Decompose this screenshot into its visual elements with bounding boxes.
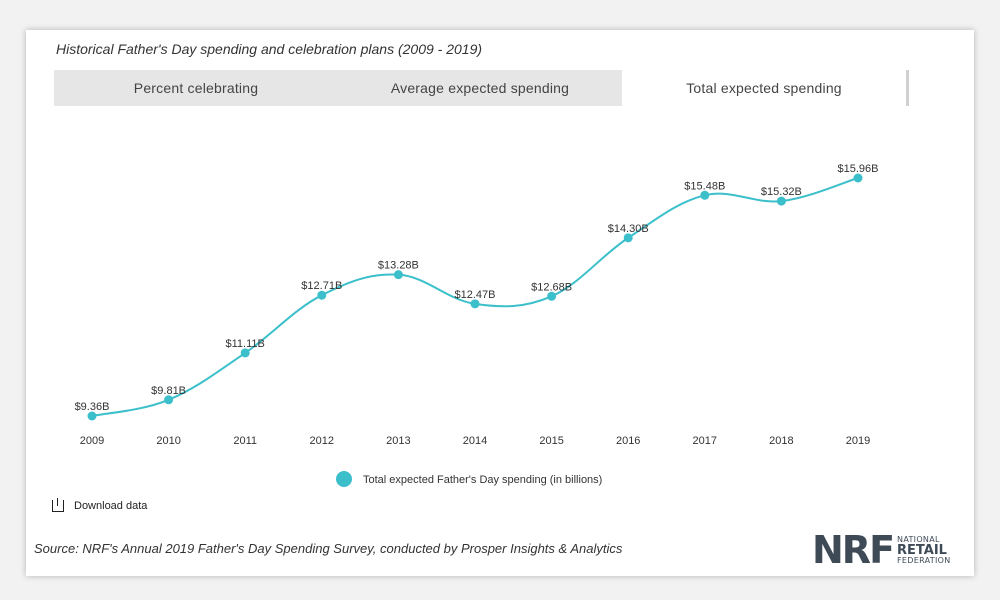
download-icon: [52, 498, 64, 512]
data-point: [87, 411, 97, 421]
data-point: [164, 395, 174, 405]
x-tick-label: 2014: [463, 435, 487, 447]
x-tick-label: 2011: [233, 435, 257, 447]
x-tick-label: 2016: [616, 435, 640, 447]
data-point: [853, 173, 863, 183]
logo-line-1: NATIONAL: [897, 534, 940, 544]
tab-total-expected-spending[interactable]: Total expected spending: [622, 70, 906, 106]
data-label: $11.11B: [226, 338, 265, 350]
logo-text: NATIONAL RETAIL FEDERATION: [897, 534, 951, 565]
logo-mark: NRF: [812, 528, 895, 572]
legend-marker: [336, 471, 352, 487]
data-label: $15.32B: [761, 186, 802, 198]
data-point: [317, 290, 327, 300]
logo-line-2: RETAIL: [897, 542, 947, 558]
x-tick-label: 2010: [156, 435, 180, 447]
x-tick-label: 2015: [539, 435, 563, 447]
source-note: Source: NRF's Annual 2019 Father's Day S…: [34, 541, 623, 556]
tab-bar: Percent celebrating Average expected spe…: [54, 70, 909, 106]
data-label: $13.28B: [378, 260, 419, 272]
data-point: [393, 270, 403, 280]
download-data-button[interactable]: Download data: [52, 498, 148, 512]
data-label: $15.48B: [684, 180, 725, 192]
data-label: $9.36B: [75, 401, 110, 413]
x-tick-label: 2017: [693, 435, 717, 447]
data-point: [240, 348, 250, 358]
line-chart: $9.36B 2009 $9.81B 2010 $11.11B 2011 $12.71B 20…: [75, 163, 879, 487]
data-point: [623, 233, 633, 243]
legend-label: Total expected Father's Day spending (in…: [363, 474, 602, 486]
nrf-logo: NRF NATIONAL RETAIL FEDERATION: [812, 530, 972, 570]
data-point: [470, 299, 480, 309]
data-point: [776, 196, 786, 206]
x-tick-label: 2009: [80, 435, 104, 447]
x-tick-label: 2018: [769, 435, 793, 447]
download-label: Download data: [74, 500, 148, 512]
chart-heading: Historical Father's Day spending and cel…: [56, 41, 483, 57]
tab-percent-celebrating[interactable]: Percent celebrating: [133, 80, 259, 96]
legend: Total expected Father's Day spending (in…: [336, 471, 602, 487]
x-tick-label: 2019: [846, 435, 870, 447]
data-label: $15.96B: [838, 163, 879, 175]
data-label: $12.68B: [531, 281, 572, 293]
data-label: $14.30B: [608, 223, 649, 235]
tab-average-expected-spending[interactable]: Average expected spending: [390, 80, 570, 96]
data-point: [547, 291, 557, 301]
data-point: [700, 190, 710, 200]
plot-area: $9.36B 2009 $9.81B 2010 $11.11B 2011 $12.71B 20…: [75, 163, 879, 447]
data-label: $12.71B: [301, 280, 342, 292]
logo-line-3: FEDERATION: [897, 555, 951, 565]
data-label: $12.47B: [455, 289, 496, 301]
data-label: $9.81B: [151, 385, 186, 397]
x-tick-label: 2013: [386, 435, 410, 447]
chart-card: Historical Father's Day spending and cel…: [26, 30, 974, 576]
x-tick-label: 2012: [310, 435, 334, 447]
